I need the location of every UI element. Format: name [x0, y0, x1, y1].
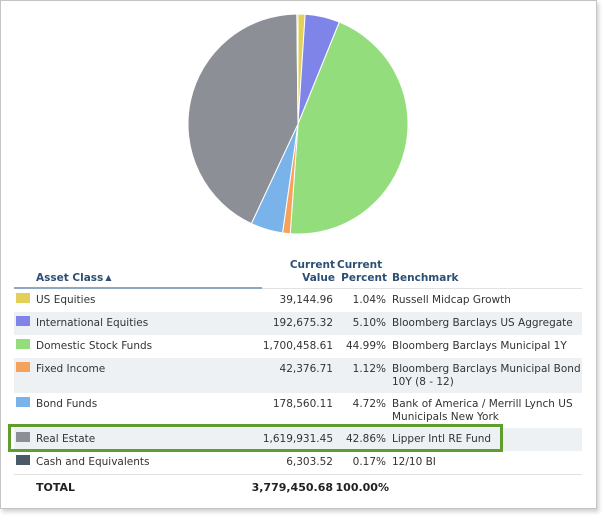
column-header-benchmark[interactable]: Benchmark: [392, 272, 459, 284]
current-value: 39,144.96: [279, 294, 333, 306]
asset-class-name: International Equities: [36, 317, 149, 329]
benchmark: Bank of America / Merrill Lynch US Munic…: [392, 398, 573, 423]
benchmark: Russell Midcap Growth: [392, 294, 511, 306]
current-value: 42,376.71: [279, 363, 333, 375]
legend-swatch: [16, 432, 30, 442]
current-value: 1,619,931.45: [262, 433, 333, 445]
allocation-pie-chart: [187, 13, 409, 235]
table-row-highlighted[interactable]: Real Estate 1,619,931.45 42.86% Lipper I…: [14, 428, 582, 451]
pie-slice-cash-and-equivalents[interactable]: [296, 13, 299, 125]
current-percent-header-line1: Current: [337, 259, 383, 271]
table-row[interactable]: US Equities 39,144.96 1.04% Russell Midc…: [14, 289, 582, 312]
legend-swatch: [16, 397, 30, 407]
table-row[interactable]: Bond Funds 178,560.11 4.72% Bank of Amer…: [14, 393, 582, 428]
table-row[interactable]: Fixed Income 42,376.71 1.12% Bloomberg B…: [14, 358, 582, 393]
table-row[interactable]: International Equities 192,675.32 5.10% …: [14, 312, 582, 335]
asset-class-header-label: Asset Class: [36, 272, 104, 284]
current-value: 1,700,458.61: [262, 340, 333, 352]
current-percent: 5.10%: [352, 317, 386, 329]
benchmark: Lipper Intl RE Fund: [392, 433, 492, 445]
legend-swatch: [16, 362, 30, 372]
current-percent: 42.86%: [345, 433, 386, 445]
pie-slice-domestic-stock-funds[interactable]: [289, 21, 409, 235]
current-percent: 1.12%: [352, 363, 386, 375]
current-percent: 0.17%: [352, 456, 386, 468]
table-row[interactable]: Cash and Equivalents 6,303.52 0.17% 12/1…: [14, 451, 582, 474]
total-row: TOTAL 3,779,450.68 100.00%: [14, 474, 582, 501]
column-header-current-value[interactable]: Current Value: [255, 259, 335, 285]
table-header: Asset Class ▲ Current Value Current Perce…: [14, 258, 582, 289]
current-percent: 1.04%: [352, 294, 386, 306]
total-label: TOTAL: [36, 481, 76, 494]
sorted-column-underline: [14, 287, 262, 289]
asset-class-name: Real Estate: [36, 433, 96, 445]
current-value: 192,675.32: [272, 317, 333, 329]
column-header-current-percent[interactable]: Current Percent: [337, 259, 387, 285]
column-header-asset-class[interactable]: Asset Class ▲: [36, 271, 111, 285]
allocation-table: Asset Class ▲ Current Value Current Perce…: [14, 258, 582, 501]
asset-class-name: Bond Funds: [36, 398, 98, 410]
benchmark: Bloomberg Barclays Municipal Bond 10Y (8…: [392, 363, 581, 388]
asset-class-name: US Equities: [36, 294, 96, 306]
current-percent: 4.72%: [352, 398, 386, 410]
current-value-header-line2: Value: [302, 272, 335, 284]
current-value: 6,303.52: [286, 456, 333, 468]
sort-ascending-icon[interactable]: ▲: [105, 273, 112, 282]
total-percent: 100.00%: [335, 481, 389, 494]
benchmark: Bloomberg Barclays US Aggregate: [392, 317, 573, 329]
table-row[interactable]: Domestic Stock Funds 1,700,458.61 44.99%…: [14, 335, 582, 358]
pie-slice-real-estate[interactable]: [187, 13, 299, 225]
current-value: 178,560.11: [272, 398, 333, 410]
asset-class-name: Cash and Equivalents: [36, 456, 150, 468]
asset-class-name: Fixed Income: [36, 363, 106, 375]
legend-swatch: [16, 455, 30, 465]
benchmark: 12/10 BI: [392, 456, 436, 468]
current-percent: 44.99%: [345, 340, 386, 352]
current-percent-header-line2: Percent: [341, 272, 387, 284]
legend-swatch: [16, 316, 30, 326]
legend-swatch: [16, 339, 30, 349]
legend-swatch: [16, 293, 30, 303]
benchmark: Bloomberg Barclays Municipal 1Y: [392, 340, 567, 352]
asset-class-name: Domestic Stock Funds: [36, 340, 153, 352]
total-value: 3,779,450.68: [251, 481, 333, 494]
current-value-header-line1: Current: [289, 259, 335, 271]
